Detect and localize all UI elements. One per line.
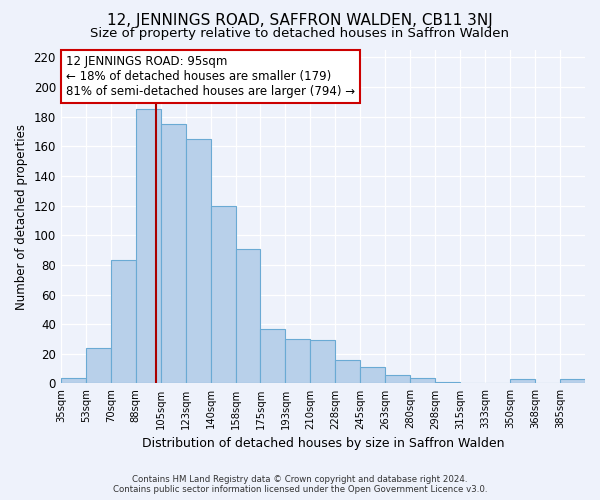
- Bar: [335, 360, 361, 384]
- Bar: [361, 367, 385, 384]
- Bar: [260, 328, 286, 384]
- Text: Size of property relative to detached houses in Saffron Walden: Size of property relative to detached ho…: [91, 28, 509, 40]
- Bar: [161, 124, 185, 384]
- Bar: [560, 379, 585, 384]
- Text: Contains HM Land Registry data © Crown copyright and database right 2024.
Contai: Contains HM Land Registry data © Crown c…: [113, 474, 487, 494]
- Bar: [236, 248, 260, 384]
- Bar: [61, 378, 86, 384]
- Bar: [286, 339, 310, 384]
- Bar: [435, 382, 460, 384]
- Text: 12 JENNINGS ROAD: 95sqm
← 18% of detached houses are smaller (179)
81% of semi-d: 12 JENNINGS ROAD: 95sqm ← 18% of detache…: [66, 55, 355, 98]
- Bar: [185, 139, 211, 384]
- Bar: [385, 374, 410, 384]
- Bar: [86, 348, 111, 384]
- Bar: [136, 110, 161, 384]
- Text: 12, JENNINGS ROAD, SAFFRON WALDEN, CB11 3NJ: 12, JENNINGS ROAD, SAFFRON WALDEN, CB11 …: [107, 12, 493, 28]
- Bar: [310, 340, 335, 384]
- Bar: [410, 378, 435, 384]
- Bar: [510, 379, 535, 384]
- X-axis label: Distribution of detached houses by size in Saffron Walden: Distribution of detached houses by size …: [142, 437, 504, 450]
- Bar: [211, 206, 236, 384]
- Bar: [111, 260, 136, 384]
- Y-axis label: Number of detached properties: Number of detached properties: [15, 124, 28, 310]
